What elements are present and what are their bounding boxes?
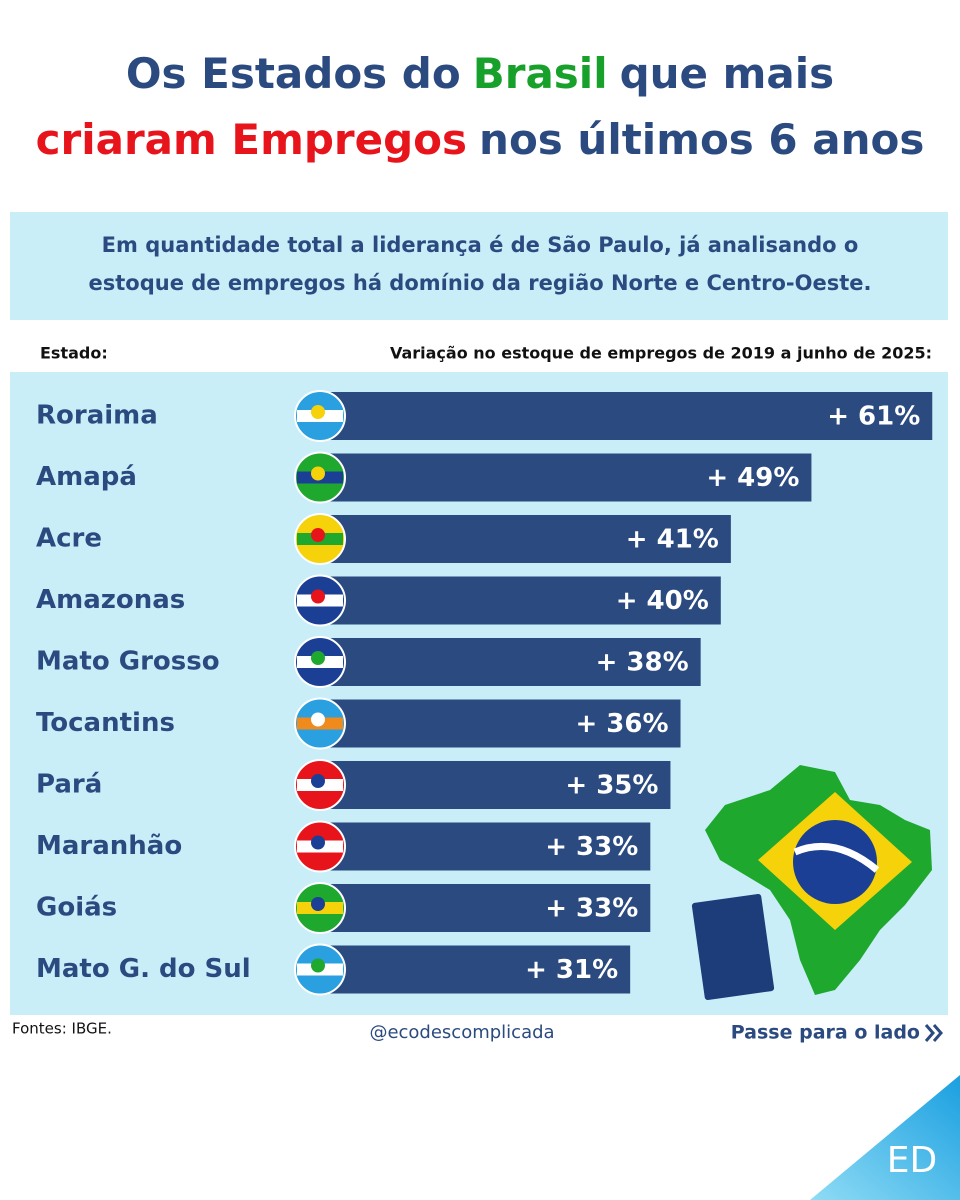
bar	[318, 515, 731, 563]
flag-emblem	[311, 958, 325, 973]
chart-title: criaram Empregos nos últimos 6 anos	[36, 115, 925, 164]
bar	[318, 576, 721, 625]
flag-emblem	[311, 589, 325, 604]
source: Fontes: IBGE.	[12, 1020, 112, 1038]
category-label: Mato G. do Sul	[36, 954, 251, 984]
value-label: + 33%	[545, 894, 638, 924]
value-label: + 40%	[616, 586, 709, 616]
bar	[318, 699, 681, 748]
title-segment: criaram Empregos	[36, 115, 467, 164]
category-label: Tocantins	[36, 708, 175, 738]
next-hint[interactable]: Passe para o lado	[731, 1022, 920, 1044]
logo: ED	[887, 1140, 937, 1181]
flag-emblem	[311, 651, 325, 665]
value-label: + 41%	[626, 525, 719, 555]
category-label: Maranhão	[36, 831, 182, 861]
category-label: Acre	[36, 524, 102, 554]
chart-title: Os Estados do Brasil que mais	[126, 49, 834, 98]
value-label: + 38%	[596, 648, 689, 678]
category-label: Roraima	[36, 401, 158, 431]
subtitle: estoque de empregos há domínio da região…	[89, 271, 872, 295]
bar	[318, 945, 631, 994]
brazil-map	[705, 765, 932, 995]
bar	[318, 392, 933, 440]
bar	[318, 822, 651, 871]
value-header: Variação no estoque de empregos de 2019 …	[390, 344, 932, 363]
flag-emblem	[311, 835, 325, 850]
flag-emblem	[311, 897, 325, 911]
flag-emblem	[311, 405, 325, 419]
bar	[318, 638, 701, 686]
category-label: Goiás	[36, 893, 117, 923]
value-label: + 33%	[545, 832, 638, 862]
flag-emblem	[311, 774, 325, 788]
handle: @ecodescomplicada	[369, 1022, 554, 1043]
subtitle: Em quantidade total a liderança é de São…	[102, 233, 859, 257]
value-label: + 31%	[525, 955, 618, 985]
next-arrow[interactable]	[924, 1024, 943, 1042]
title-segment: Brasil	[473, 49, 608, 98]
value-label: + 36%	[575, 709, 668, 739]
category-header: Estado:	[40, 344, 108, 363]
category-label: Mato Grosso	[36, 647, 220, 677]
subtitle-box	[10, 212, 948, 320]
category-label: Amapá	[36, 462, 137, 492]
value-label: + 61%	[827, 402, 920, 432]
bar	[318, 884, 651, 932]
flag-emblem	[311, 528, 325, 542]
category-label: Amazonas	[36, 585, 185, 615]
flag-emblem	[311, 466, 325, 481]
category-label: Pará	[36, 770, 102, 800]
bar	[318, 761, 671, 809]
title-segment: nos últimos 6 anos	[479, 115, 924, 164]
bar-chart: Roraima + 61% Amapá + 49% Acre + 41% Amazonas +…	[36, 390, 933, 996]
flag-emblem	[311, 712, 325, 727]
work-card	[691, 893, 775, 1001]
title-segment: que mais	[620, 49, 835, 98]
value-label: + 49%	[706, 463, 799, 493]
value-label: + 35%	[565, 771, 658, 801]
title-segment: Os Estados do	[126, 49, 461, 98]
corner-decoration	[810, 1075, 960, 1200]
bar	[318, 453, 812, 502]
